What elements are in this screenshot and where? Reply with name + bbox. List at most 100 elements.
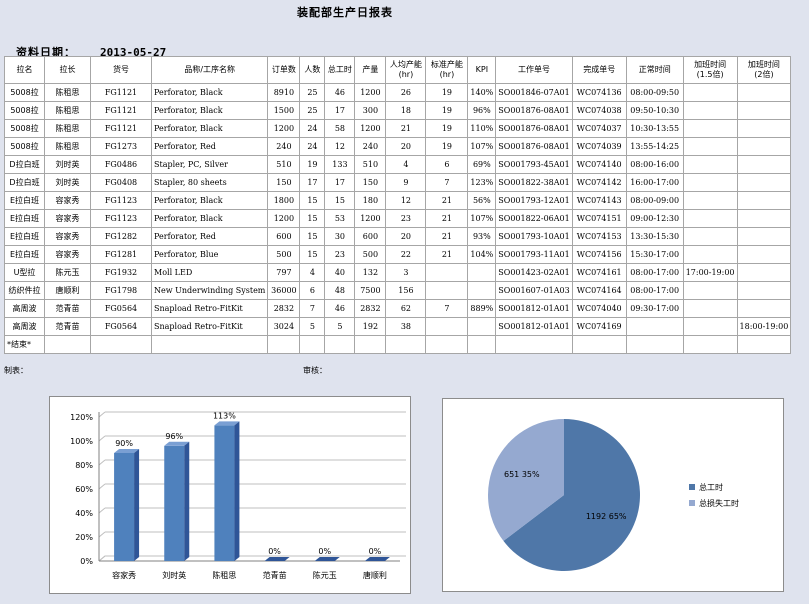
table-cell: 25: [299, 83, 326, 102]
table-cell: 纺织件拉: [4, 281, 45, 300]
table-cell: [682, 227, 738, 246]
table-cell: [467, 335, 497, 354]
table-cell: [150, 335, 269, 354]
bar-top: [114, 449, 140, 453]
table-cell: WC074142: [571, 173, 627, 192]
table-cell: 容家秀: [44, 227, 91, 246]
x-tick-label: 容家秀: [112, 570, 136, 580]
table-cell: [736, 137, 792, 156]
table-cell: 23: [385, 209, 427, 228]
table-cell: 12: [385, 191, 427, 210]
table-cell: [736, 227, 792, 246]
table-row: 5008拉 陈租思 FG1121 Perforator, Black 8910 25 46 1…: [4, 83, 792, 102]
date-label: 资料日期：: [16, 46, 76, 59]
table-cell: 陈租思: [44, 137, 91, 156]
grid-diag: [98, 531, 106, 538]
table-cell: [682, 317, 738, 336]
table-cell: [682, 335, 738, 354]
table-row: D拉白班 刘时英 FG0486 Stapler, PC, Silver 510 19 133…: [4, 155, 792, 174]
table-cell: *结束*: [4, 335, 45, 354]
grid-diag: [98, 507, 106, 514]
table-cell: 19: [425, 137, 469, 156]
table-cell: 7: [299, 299, 326, 318]
table-row: 5008拉 陈租思 FG1273 Perforator, Red 240 24 12 240 2…: [4, 137, 792, 156]
table-cell: 范青苗: [44, 299, 91, 318]
table-cell: 58: [324, 119, 356, 138]
table-cell: Perforator, Black: [150, 119, 269, 138]
table-cell: 123%: [467, 173, 497, 192]
table-cell: [682, 209, 738, 228]
table-cell: SO001812-01A01: [495, 317, 573, 336]
table-cell: [354, 335, 387, 354]
table-cell: 6: [425, 155, 469, 174]
table-cell: WC074039: [571, 137, 627, 156]
table-cell: SO001423-02A01: [495, 263, 573, 282]
table-cell: E拉白班: [4, 245, 45, 264]
bar-data-label: 96%: [165, 432, 183, 441]
table-cell: 96%: [467, 101, 497, 120]
table-cell: FG1123: [90, 209, 152, 228]
table-cell: [467, 281, 497, 300]
table-cell: [736, 263, 792, 282]
table-cell: [324, 335, 356, 354]
table-cell: [736, 101, 792, 120]
table-cell: 38: [385, 317, 427, 336]
table-cell: SO001876-08A01: [495, 101, 573, 120]
table-cell: [571, 335, 627, 354]
table-cell: [736, 335, 792, 354]
table-cell: [425, 263, 469, 282]
table-cell: 20: [385, 227, 427, 246]
table-cell: 24: [299, 119, 326, 138]
table-cell: SO001793-45A01: [495, 155, 573, 174]
bar-chart-svg: 0% 20% 40% 60% 80% 100% 120% 90% 容家秀 96% 刘时英 113% 陈租…: [70, 411, 406, 580]
x-tick-label: 陈元玉: [313, 570, 337, 580]
table-cell: 17: [324, 101, 356, 120]
bar-side: [134, 449, 140, 561]
table-cell: 600: [267, 227, 301, 246]
table-cell: FG1121: [90, 83, 152, 102]
table-row: 5008拉 陈租思 FG1121 Perforator, Black 1500 25 17 3…: [4, 101, 792, 120]
table-cell: 唐顺利: [44, 281, 91, 300]
table-cell: 797: [267, 263, 301, 282]
table-cell: WC074040: [571, 299, 627, 318]
column-header: 品称/工序名称: [150, 56, 269, 84]
table-cell: 133: [324, 155, 356, 174]
table-cell: 62: [385, 299, 427, 318]
table-cell: WC074156: [571, 245, 627, 264]
table-cell: 2832: [267, 299, 301, 318]
table-cell: 30: [324, 227, 356, 246]
table-cell: 陈租思: [44, 119, 91, 138]
table-cell: 107%: [467, 209, 497, 228]
column-header: 标准产能 (hr): [425, 56, 469, 84]
table-cell: WC074153: [571, 227, 627, 246]
table-cell: 高周波: [4, 299, 45, 318]
table-cell: [682, 83, 738, 102]
table-cell: [467, 263, 497, 282]
column-header: KPI: [467, 56, 497, 84]
table-cell: 46: [324, 83, 356, 102]
bar-side: [184, 441, 190, 561]
table-cell: 16:00-17:00: [625, 173, 684, 192]
table-cell: 09:50-10:30: [625, 101, 684, 120]
table-cell: SO001793-10A01: [495, 227, 573, 246]
y-tick-label: 60%: [75, 485, 93, 494]
date-value: 2013-05-27: [100, 46, 167, 59]
table-body: 5008拉 陈租思 FG1121 Perforator, Black 8910 25 46 1…: [4, 83, 792, 354]
table-cell: Perforator, Black: [150, 191, 269, 210]
table-cell: Snapload Retro-FitKit: [150, 317, 269, 336]
y-tick-label: 100%: [70, 437, 93, 446]
table-cell: FG0564: [90, 299, 152, 318]
table-cell: [682, 281, 738, 300]
y-tick-label: 40%: [75, 509, 93, 518]
table-cell: 容家秀: [44, 191, 91, 210]
column-header: 完成单号: [571, 56, 627, 84]
grid-diag: [98, 555, 106, 562]
table-cell: 18:00-19:00: [736, 317, 792, 336]
table-cell: 240: [354, 137, 387, 156]
table-cell: 13:30-15:30: [625, 227, 684, 246]
table-cell: 18: [385, 101, 427, 120]
table-cell: 48: [324, 281, 356, 300]
table-cell: [736, 173, 792, 192]
table-cell: Perforator, Black: [150, 83, 269, 102]
table-cell: 24: [299, 137, 326, 156]
